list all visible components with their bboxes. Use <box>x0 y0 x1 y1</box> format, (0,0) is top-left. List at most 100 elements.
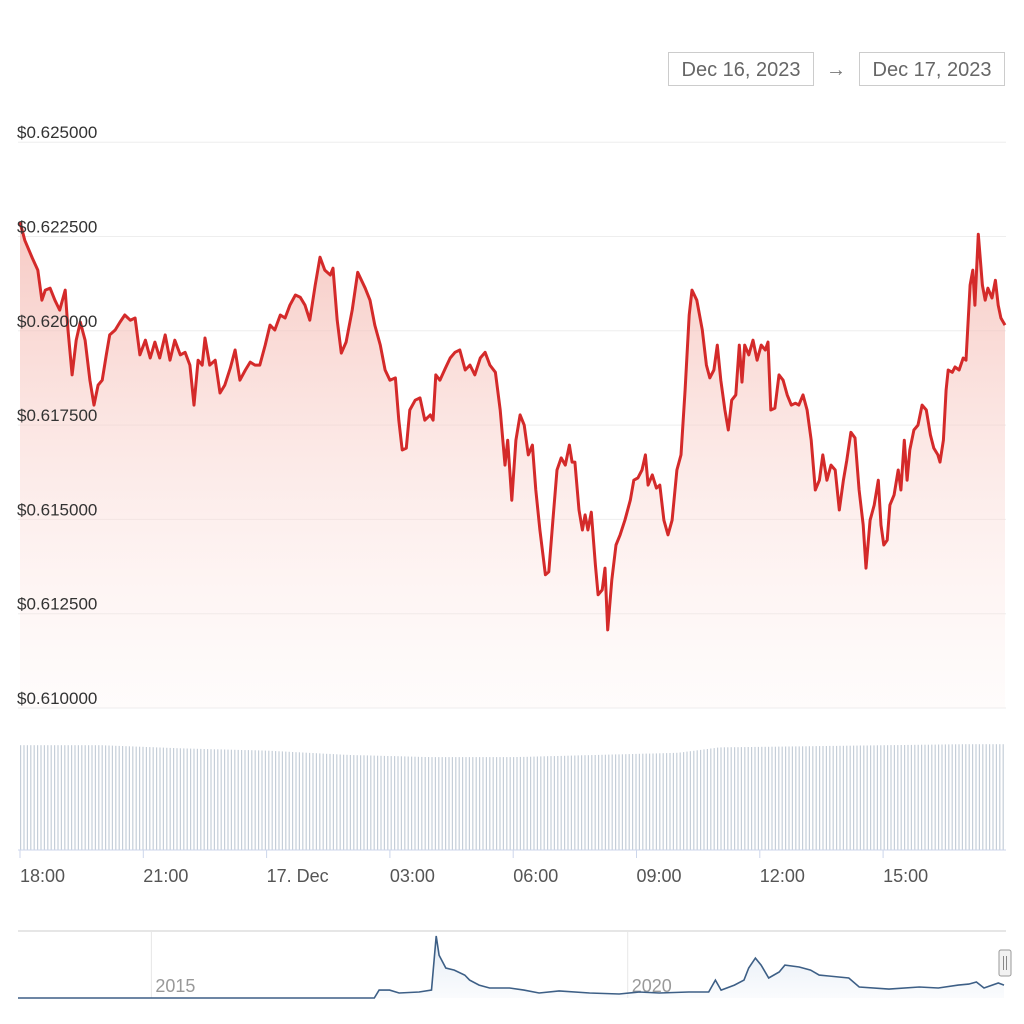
volume-bar <box>176 748 178 850</box>
volume-bar <box>530 756 532 850</box>
volume-bar <box>370 755 372 850</box>
volume-bar <box>574 755 576 850</box>
volume-bar <box>683 752 685 850</box>
navigator-line <box>18 935 1005 999</box>
volume-bar <box>587 755 589 850</box>
volume-bar <box>751 747 753 850</box>
volume-bar <box>292 752 294 850</box>
volume-bar <box>615 754 617 850</box>
volume-bar <box>54 745 56 850</box>
volume-bar <box>944 744 946 850</box>
volume-bar <box>832 745 834 850</box>
y-axis-labels: $0.625000 $0.622500 $0.620000 $0.617500 $0.6… <box>17 123 97 708</box>
volume-bar <box>989 744 991 850</box>
volume-bar <box>377 755 379 850</box>
volume-bar <box>111 745 113 850</box>
volume-bar <box>332 754 334 850</box>
y-tick-label: $0.612500 <box>17 595 97 614</box>
volume-bar <box>978 744 980 850</box>
volume-bar <box>105 745 107 850</box>
volume-bar <box>67 745 69 850</box>
volume-bar <box>866 745 868 850</box>
volume-bar <box>339 754 341 850</box>
volume-bar <box>921 744 923 850</box>
volume-bar <box>115 745 117 850</box>
volume-bar <box>502 757 504 850</box>
volume-bar <box>584 755 586 850</box>
volume-bar <box>288 751 290 850</box>
volume-bar <box>251 750 253 850</box>
volume-bar <box>547 756 549 850</box>
volume-bar <box>761 746 763 850</box>
volume-bar <box>717 747 719 850</box>
volume-bar <box>740 747 742 850</box>
volume-bar <box>591 755 593 850</box>
volume-bar <box>523 756 525 850</box>
volume-bar <box>849 745 851 850</box>
volume-bar <box>475 757 477 850</box>
volume-bar <box>298 752 300 850</box>
volume-bar <box>703 749 705 850</box>
volume-bar <box>190 748 192 850</box>
volume-bar <box>88 745 90 850</box>
volume-bar <box>125 746 127 850</box>
date-to-input[interactable]: Dec 17, 2023 <box>859 52 1005 86</box>
navigator-area <box>18 936 1005 998</box>
volume-bar <box>50 745 52 850</box>
volume-bar <box>927 744 929 850</box>
volume-bar <box>907 744 909 850</box>
volume-bar <box>496 757 498 850</box>
navigator-right-handle[interactable] <box>998 949 1012 977</box>
volume-bar <box>40 745 42 850</box>
volume-bar <box>482 757 484 850</box>
volume-bar <box>329 753 331 850</box>
volume-bar <box>43 745 45 850</box>
volume-bar <box>281 751 283 850</box>
volume-bar <box>689 751 691 850</box>
volume-bar <box>179 748 181 850</box>
volume-bar <box>914 744 916 850</box>
volume-bar <box>754 746 756 850</box>
volume-bar <box>995 744 997 850</box>
volume-bar <box>802 746 804 850</box>
volume-bar <box>326 753 328 850</box>
volume-bar <box>883 745 885 850</box>
navigator[interactable]: 2015 2020 <box>18 930 1012 999</box>
volume-bar <box>268 750 270 850</box>
volume-bar <box>20 745 22 850</box>
volume-bar <box>955 744 957 850</box>
navigator-tick-label: 2015 <box>155 976 195 996</box>
volume-bar <box>349 755 351 850</box>
volume-bar <box>846 745 848 850</box>
x-tick-label: 12:00 <box>760 866 805 886</box>
volume-bar <box>853 745 855 850</box>
volume-bar <box>404 756 406 850</box>
volume-bar <box>778 746 780 850</box>
volume-bar <box>278 751 280 850</box>
volume-bar <box>322 753 324 850</box>
volume-bar <box>213 749 215 850</box>
volume-bar <box>60 745 62 850</box>
volume-bar <box>468 757 470 850</box>
volume-bar <box>145 747 147 850</box>
volume-bar <box>890 745 892 850</box>
price-line <box>18 221 1007 632</box>
volume-bar <box>441 757 443 850</box>
volume-bar <box>343 754 345 850</box>
x-axis-labels: 18:00 21:00 17. Dec 03:00 06:00 09:00 12:00 15:… <box>19 850 928 886</box>
date-from-input[interactable]: Dec 16, 2023 <box>668 52 814 86</box>
x-tick-label: 18:00 <box>20 866 65 886</box>
volume-bar <box>900 745 902 850</box>
volume-bar <box>380 755 382 850</box>
volume-bar <box>924 744 926 850</box>
volume-bar <box>261 750 263 850</box>
volume-bar <box>706 749 708 850</box>
volume-bar <box>992 744 994 850</box>
volume-bar <box>859 745 861 850</box>
volume-bar <box>169 747 171 850</box>
volume-bar <box>795 746 797 850</box>
y-tick-label: $0.610000 <box>17 689 97 708</box>
volume-bar <box>485 757 487 850</box>
volume-bar <box>152 747 154 850</box>
volume-bar <box>186 748 188 850</box>
